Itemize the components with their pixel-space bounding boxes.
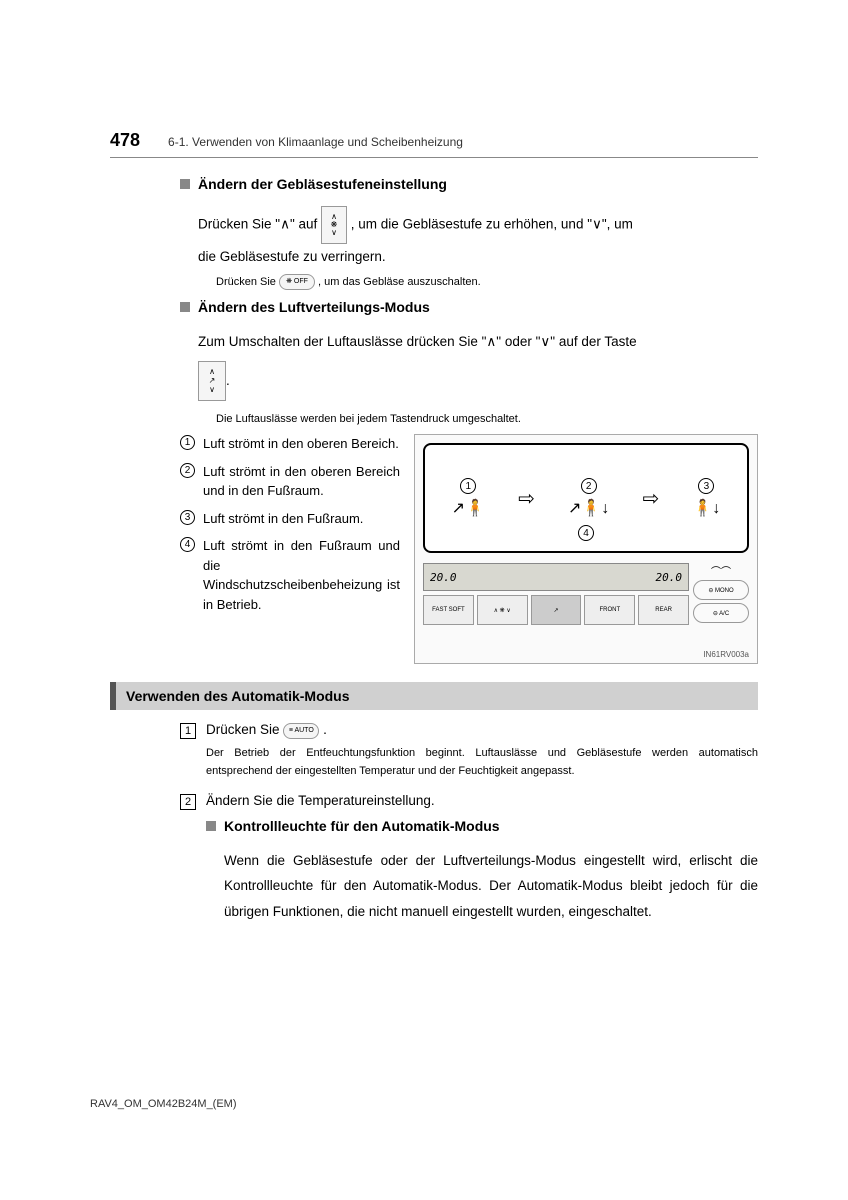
airflow-defrost-icon: 4 <box>578 525 594 545</box>
mode-diagram: 1 ↗🧍 ⇨ 2 ↗🧍↓ ⇨ 3 🧍↓ 4 <box>414 434 758 664</box>
heading-air-mode: Ändern des Luftverteilungs-Modus <box>180 299 758 315</box>
heading-fan-speed: Ändern der Gebläsestufeneinstellung <box>180 176 758 192</box>
mode-list-diagram-row: 1 Luft strömt in den oberen Bereich. 2 L… <box>180 434 758 664</box>
boxed-number-icon: 2 <box>180 794 196 810</box>
heading-auto-indicator: Kontrollleuchte für den Automatik-Modus <box>206 818 758 834</box>
fast-soft-button-icon: FAST SOFT <box>423 595 474 625</box>
fan-speed-body: Drücken Sie "∧" auf ∧ ❋ ∨ , um die Geblä… <box>180 206 758 270</box>
heading-text: Kontrollleuchte für den Automatik-Modus <box>224 818 500 834</box>
auto-mode-description: Der Betrieb der Entfeuchtungsfunktion be… <box>180 745 758 780</box>
control-button-row: FAST SOFT ∧ ❋ ∨ ↗ FRONT REAR <box>423 595 689 625</box>
page-number: 478 <box>110 130 140 151</box>
mode-item-list: 1 Luft strömt in den oberen Bereich. 2 L… <box>180 434 400 664</box>
circled-number-icon: 3 <box>180 510 195 525</box>
list-item: 2 Luft strömt in den oberen Bereich und … <box>180 462 400 501</box>
square-bullet-icon <box>206 821 216 831</box>
lcd-temp-right: 20.0 <box>656 571 683 584</box>
text-fragment: die Gebläsestufe zu verringern. <box>198 249 386 264</box>
fan-off-button-icon: ❋ OFF <box>279 274 315 290</box>
step-item: 1 Drücken Sie ≡ AUTO . <box>180 722 758 739</box>
fan-off-note: Drücken Sie ❋ OFF , um das Gebläse auszu… <box>180 274 758 292</box>
airflow-cycle-diagram: 1 ↗🧍 ⇨ 2 ↗🧍↓ ⇨ 3 🧍↓ 4 <box>423 443 749 553</box>
knob-button-column: ⌒⌒ ⊖ MONO ⊖ A/C <box>693 563 749 625</box>
circled-number-icon: 2 <box>180 463 195 478</box>
circled-number-icon: 4 <box>180 537 195 552</box>
diagram-container: 1 ↗🧍 ⇨ 2 ↗🧍↓ ⇨ 3 🧍↓ 4 <box>414 434 758 664</box>
climate-lcd-display: 20.0 20.0 <box>423 563 689 591</box>
section-path: 6-1. Verwenden von Klimaanlage und Schei… <box>168 135 463 149</box>
list-item: 4 Luft strömt in den Fußraum und die Win… <box>180 536 400 614</box>
fan-button-icon: ∧ ❋ ∨ <box>321 206 347 244</box>
air-mode-body: Zum Umschalten der Luftauslässe drücken … <box>180 329 758 355</box>
list-item: 1 Luft strömt in den oberen Bereich. <box>180 434 400 454</box>
auto-indicator-body: Wenn die Gebläsestufe oder der Luftverte… <box>206 848 758 925</box>
lcd-temp-left: 20.0 <box>430 571 457 584</box>
page-content: Ändern der Gebläsestufeneinstellung Drüc… <box>110 176 758 925</box>
text-fragment: Drücken Sie "∧" auf <box>198 217 321 232</box>
boxed-number-icon: 1 <box>180 723 196 739</box>
section-banner-auto-mode: Verwenden des Automatik-Modus <box>110 682 758 710</box>
front-defrost-button-icon: FRONT <box>584 595 635 625</box>
mono-button-icon: ⊖ MONO <box>693 580 749 600</box>
airflow-floor-icon: 3 🧍↓ <box>692 478 720 518</box>
page-header: 478 6-1. Verwenden von Klimaanlage und S… <box>110 130 758 158</box>
step-text: Drücken Sie ≡ AUTO . <box>206 722 327 738</box>
mode-switch-note: Die Luftauslässe werden bei jedem Tasten… <box>180 411 758 429</box>
diagram-code: IN61RV003a <box>703 650 749 659</box>
ac-button-icon: ⊖ A/C <box>693 603 749 623</box>
item-text: Luft strömt in den oberen Bereich. <box>203 434 399 454</box>
circled-number-icon: 1 <box>180 435 195 450</box>
step-text: Ändern Sie die Temperatureinstellung. <box>206 793 435 808</box>
square-bullet-icon <box>180 302 190 312</box>
step-item: 2 Ändern Sie die Temperatureinstellung. <box>180 793 758 810</box>
airflow-bilevel-icon: 2 ↗🧍↓ <box>568 478 609 518</box>
document-footer-code: RAV4_OM_OM42B24M_(EM) <box>90 1098 237 1110</box>
text-fragment: , um das Gebläse auszuschalten. <box>318 276 481 288</box>
mode-button-highlighted-icon: ↗ <box>531 595 582 625</box>
text-fragment: , um die Gebläsestufe zu erhöhen, und "∨… <box>351 217 633 232</box>
mode-button-icon: ∧ ↗ ∨ <box>198 361 226 401</box>
item-text: Luft strömt in den oberen Bereich und in… <box>203 462 400 501</box>
list-item: 3 Luft strömt in den Fußraum. <box>180 509 400 529</box>
auto-button-icon: ≡ AUTO <box>283 723 319 739</box>
fan-level-button-icon: ∧ ❋ ∨ <box>477 595 528 625</box>
heading-text: Ändern des Luftverteilungs-Modus <box>198 299 430 315</box>
item-text: Luft strömt in den Fußraum und die Winds… <box>203 536 400 614</box>
heading-text: Ändern der Gebläsestufeneinstellung <box>198 176 447 192</box>
arrow-right-icon: ⇨ <box>518 486 535 511</box>
text-fragment: Zum Umschalten der Luftauslässe drücken … <box>198 334 637 349</box>
text-fragment: Drücken Sie <box>216 276 279 288</box>
arrow-right-icon: ⇨ <box>643 486 660 511</box>
rear-defrost-button-icon: REAR <box>638 595 689 625</box>
square-bullet-icon <box>180 179 190 189</box>
item-text: Luft strömt in den Fußraum. <box>203 509 363 529</box>
auto-indicator-subsection: Kontrollleuchte für den Automatik-Modus … <box>180 818 758 925</box>
airflow-upper-icon: 1 ↗🧍 <box>452 478 485 518</box>
